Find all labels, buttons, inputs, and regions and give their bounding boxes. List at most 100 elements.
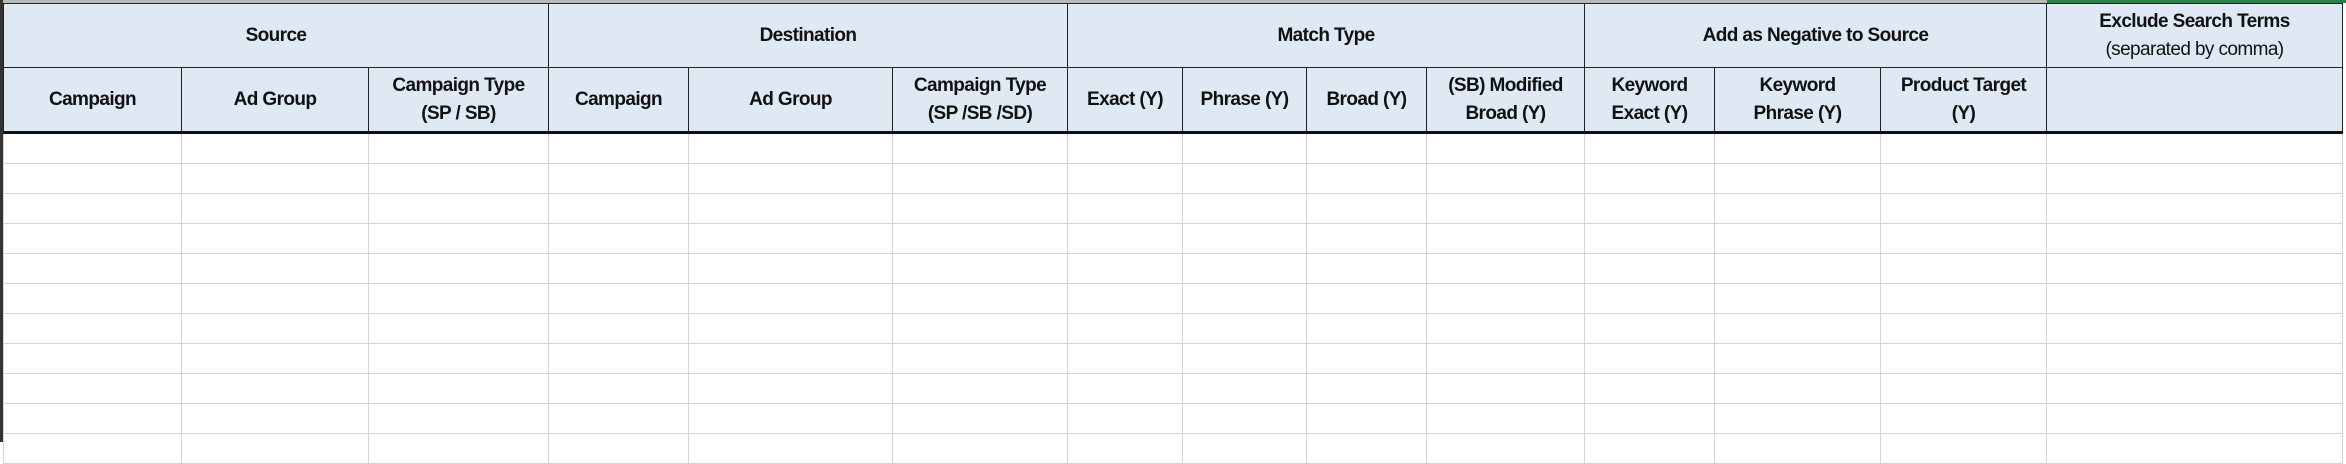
cell[interactable]	[3, 313, 182, 344]
cell[interactable]	[3, 283, 182, 314]
cell[interactable]	[2046, 403, 2343, 434]
cell[interactable]	[1426, 193, 1585, 224]
cell[interactable]	[548, 313, 689, 344]
cell[interactable]	[1067, 163, 1183, 194]
cell[interactable]	[181, 163, 369, 194]
cell[interactable]	[368, 132, 549, 164]
cell[interactable]	[1067, 373, 1183, 404]
cell[interactable]	[1306, 373, 1427, 404]
cell[interactable]	[1306, 283, 1427, 314]
cell[interactable]	[1067, 313, 1183, 344]
cell[interactable]	[548, 132, 689, 164]
cell[interactable]	[688, 223, 893, 254]
cell[interactable]	[1880, 403, 2047, 434]
cell[interactable]	[1306, 193, 1427, 224]
cell[interactable]	[1067, 433, 1183, 464]
cell[interactable]	[1426, 223, 1585, 254]
cell[interactable]	[548, 343, 689, 374]
cell[interactable]	[548, 193, 689, 224]
cell[interactable]	[2046, 132, 2343, 164]
group-header[interactable]: Match Type	[1067, 3, 1585, 68]
cell[interactable]	[1182, 132, 1307, 164]
cell[interactable]	[368, 433, 549, 464]
cell[interactable]	[1067, 283, 1183, 314]
cell[interactable]	[181, 223, 369, 254]
cell[interactable]	[368, 223, 549, 254]
cell[interactable]	[1306, 403, 1427, 434]
cell[interactable]	[1182, 433, 1307, 464]
cell[interactable]	[1182, 343, 1307, 374]
cell[interactable]	[1426, 373, 1585, 404]
cell[interactable]	[181, 193, 369, 224]
cell[interactable]	[181, 313, 369, 344]
cell[interactable]	[548, 403, 689, 434]
cell[interactable]	[181, 403, 369, 434]
cell[interactable]	[1584, 283, 1715, 314]
cell[interactable]	[1426, 132, 1585, 164]
column-header[interactable]	[2046, 67, 2343, 134]
cell[interactable]	[1182, 193, 1307, 224]
cell[interactable]	[688, 433, 893, 464]
cell[interactable]	[1067, 253, 1183, 284]
cell[interactable]	[1880, 253, 2047, 284]
column-header[interactable]: Broad (Y)	[1306, 67, 1427, 134]
cell[interactable]	[1880, 373, 2047, 404]
cell[interactable]	[1714, 132, 1881, 164]
cell[interactable]	[688, 163, 893, 194]
column-header[interactable]: Ad Group	[181, 67, 369, 134]
cell[interactable]	[1880, 193, 2047, 224]
cell[interactable]	[2046, 223, 2343, 254]
cell[interactable]	[1306, 253, 1427, 284]
cell[interactable]	[548, 223, 689, 254]
cell[interactable]	[2046, 433, 2343, 464]
cell[interactable]	[1067, 403, 1183, 434]
cell[interactable]	[368, 163, 549, 194]
cell[interactable]	[1584, 132, 1715, 164]
cell[interactable]	[368, 343, 549, 374]
cell[interactable]	[892, 132, 1068, 164]
cell[interactable]	[181, 433, 369, 464]
cell[interactable]	[1714, 223, 1881, 254]
cell[interactable]	[892, 223, 1068, 254]
cell[interactable]	[892, 313, 1068, 344]
cell[interactable]	[2046, 193, 2343, 224]
cell[interactable]	[1714, 403, 1881, 434]
cell[interactable]	[1714, 163, 1881, 194]
cell[interactable]	[1714, 373, 1881, 404]
cell[interactable]	[368, 283, 549, 314]
cell[interactable]	[688, 343, 893, 374]
cell[interactable]	[368, 313, 549, 344]
cell[interactable]	[1584, 433, 1715, 464]
column-header[interactable]: Exact (Y)	[1067, 67, 1183, 134]
cell[interactable]	[368, 373, 549, 404]
cell[interactable]	[1306, 132, 1427, 164]
cell[interactable]	[1426, 403, 1585, 434]
cell[interactable]	[1182, 373, 1307, 404]
cell[interactable]	[2046, 253, 2343, 284]
cell[interactable]	[1714, 283, 1881, 314]
column-header[interactable]: Campaign	[3, 67, 182, 134]
cell[interactable]	[1880, 433, 2047, 464]
cell[interactable]	[1182, 253, 1307, 284]
cell[interactable]	[1880, 283, 2047, 314]
cell[interactable]	[1584, 403, 1715, 434]
cell[interactable]	[1714, 313, 1881, 344]
cell[interactable]	[1067, 343, 1183, 374]
cell[interactable]	[1426, 343, 1585, 374]
cell[interactable]	[892, 253, 1068, 284]
cell[interactable]	[1182, 403, 1307, 434]
cell[interactable]	[1880, 313, 2047, 344]
cell[interactable]	[892, 283, 1068, 314]
group-header[interactable]: Destination	[548, 3, 1068, 68]
group-header[interactable]: Exclude Search Terms (separated by comma)	[2046, 3, 2343, 68]
cell[interactable]	[368, 193, 549, 224]
cell[interactable]	[1714, 433, 1881, 464]
cell[interactable]	[181, 132, 369, 164]
cell[interactable]	[1306, 433, 1427, 464]
cell[interactable]	[1182, 283, 1307, 314]
cell[interactable]	[3, 343, 182, 374]
cell[interactable]	[548, 433, 689, 464]
cell[interactable]	[1182, 313, 1307, 344]
cell[interactable]	[892, 373, 1068, 404]
cell[interactable]	[181, 283, 369, 314]
